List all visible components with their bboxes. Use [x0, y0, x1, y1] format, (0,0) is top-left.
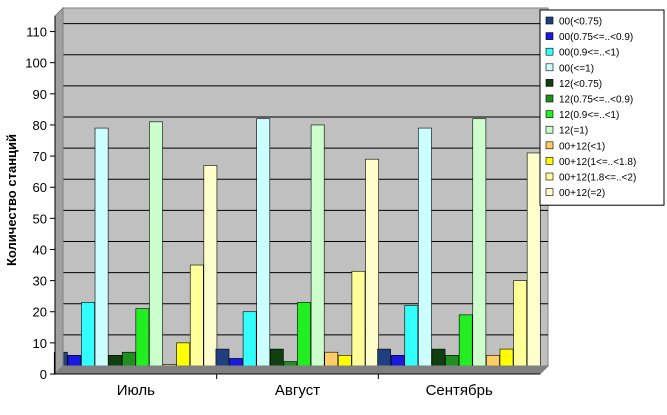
y-tick-label: 110 [26, 25, 47, 40]
floor [53, 365, 550, 375]
legend-label: 00+12(=2) [559, 188, 605, 199]
bar [94, 127, 109, 375]
legend-label: 00+12(1.8<=..<2) [559, 173, 636, 184]
legend-label: 12(<0.75) [559, 79, 602, 90]
legend-swatch [545, 141, 554, 150]
x-tick-label: Июль [117, 382, 155, 399]
y-axis-title: Количество станций [4, 134, 19, 266]
bar [404, 305, 419, 375]
bar [189, 264, 204, 375]
bar [297, 302, 311, 375]
legend-label: 00(<0.75) [559, 17, 602, 28]
legend-swatch [545, 16, 554, 25]
legend-label: 00(0.9<=..<1) [559, 48, 619, 59]
legend-swatch [545, 188, 554, 196]
legend-swatch [545, 63, 554, 72]
bar [135, 308, 150, 375]
bar [81, 302, 95, 375]
bar [351, 270, 366, 375]
y-tick-label: 90 [33, 87, 47, 102]
legend-swatch [545, 94, 554, 103]
bar [203, 165, 218, 375]
legend-swatch [545, 157, 554, 165]
y-tick-label: 80 [33, 118, 47, 133]
legend-box [539, 9, 665, 206]
x-tick-label: Август [275, 382, 320, 399]
bar [458, 314, 473, 375]
bar [310, 124, 325, 375]
y-tick-label: 50 [33, 211, 47, 226]
legend-swatch [545, 125, 554, 134]
legend: 00(<0.75) 00(0.75<=..<0.9) 00(0.9<=..<1) 00… [539, 9, 665, 206]
side-wall [54, 6, 64, 376]
y-tick-labels: 0 10 20 30 40 50 60 70 80 90 100 110 [25, 25, 55, 382]
legend-label: 00+12(<1) [559, 141, 605, 152]
legend-label: 12(0.75<=..<0.9) [559, 95, 633, 106]
y-tick-label: 30 [33, 274, 47, 289]
x-tick-label: Сентябрь [426, 382, 493, 399]
x-tick-labels: Июль Август Сентябрь [117, 382, 493, 399]
legend-label: 00(0.75<=..<0.9) [559, 32, 633, 43]
y-tick-label: 10 [33, 336, 47, 351]
y-tick-label: 20 [33, 305, 47, 320]
bar [513, 280, 527, 375]
bar [256, 118, 271, 375]
bar [418, 127, 432, 375]
bar [526, 152, 541, 375]
legend-label: 12(=1) [559, 126, 588, 137]
legend-label: 12(0.9<=..<1) [559, 110, 619, 121]
y-tick-label: 100 [25, 56, 47, 71]
y-tick-label: 60 [33, 180, 47, 195]
legend-swatch [545, 32, 554, 40]
y-tick-label: 40 [33, 242, 47, 257]
axes [53, 6, 550, 379]
bar [472, 118, 487, 375]
legend-swatch [545, 47, 554, 56]
bar [242, 311, 257, 375]
legend-swatch [545, 172, 554, 181]
legend-swatch [545, 110, 554, 118]
bars [53, 118, 541, 375]
y-tick-label: 0 [40, 367, 47, 382]
y-tick-label: 70 [33, 149, 47, 164]
legend-label: 00(<=1) [559, 63, 594, 74]
bar [365, 158, 379, 375]
legend-label: 00+12(1<=..<1.8) [559, 157, 636, 168]
bar [149, 121, 163, 375]
legend-swatch [545, 79, 554, 87]
